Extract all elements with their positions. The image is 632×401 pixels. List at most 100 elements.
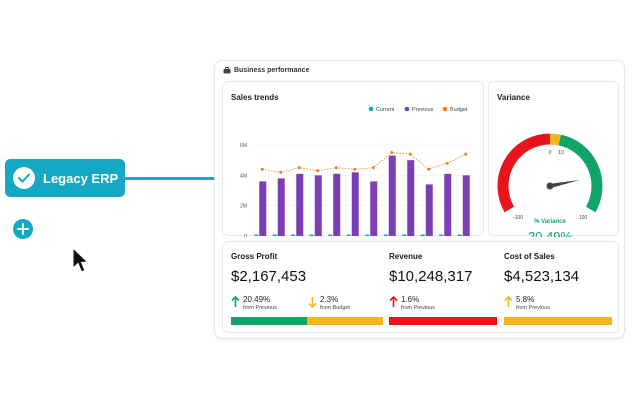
bar-previous — [407, 160, 415, 236]
gross-profit-delta1-sub: from Previous — [243, 305, 277, 311]
budget-point — [353, 167, 357, 171]
y-tick-label: 4M — [240, 173, 247, 179]
bar-current — [420, 234, 425, 236]
mouse-cursor-icon — [72, 247, 89, 273]
gauge-min-label: -100 — [513, 215, 523, 221]
sales-trends-card: Sales trends Current Previous Budget 0 2M 4M 6… — [222, 81, 484, 237]
gross-profit-delta2-sub: from Budget — [320, 305, 350, 311]
gross-profit-delta-budget: 2.3% from Budget — [308, 296, 350, 312]
gross-profit-delta1: 20.49% — [243, 295, 271, 304]
cost-of-sales-delta1: 5.8% — [516, 295, 535, 304]
gross-profit-bar-yellow — [307, 317, 383, 325]
cost-of-sales-delta1-sub: from Previous — [516, 305, 550, 311]
bar-previous — [333, 173, 341, 236]
gauge-needle — [549, 180, 580, 189]
revenue-value: $10,248,317 — [389, 268, 473, 285]
budget-point — [260, 167, 264, 171]
gross-profit-delta2: 2.3% — [320, 295, 339, 304]
bar-previous — [462, 175, 470, 236]
y-tick-label: 0 — [244, 234, 247, 237]
legend-marker-previous — [404, 106, 410, 112]
bar-current — [365, 234, 370, 236]
legend-label-budget: Budget — [450, 107, 468, 113]
legend-label-current: Current — [376, 107, 395, 113]
gauge-ten-label: 10 — [558, 150, 564, 156]
bar-previous — [370, 181, 378, 236]
bar-previous — [277, 178, 285, 236]
bar-previous — [296, 173, 304, 236]
sales-trends-chart: CurrentPreviousBudget02M4M6MJanFebMarApr… — [240, 106, 475, 237]
cost-of-sales-delta-previous: 5.8% from Previous — [504, 296, 550, 312]
bar-previous — [388, 155, 396, 236]
variance-card: Variance -100 0 10 100 % Variance 20.49% — [488, 81, 619, 237]
bar-current — [346, 234, 351, 236]
legend-marker-budget — [442, 106, 448, 112]
bar-current — [402, 234, 407, 236]
panel-header: Business performance — [223, 67, 309, 74]
gauge-yellow-segment — [549, 133, 561, 146]
kpi-cost-of-sales: Cost of Sales $4,523,134 5.8% from Previo… — [504, 242, 612, 334]
bar-current — [328, 234, 333, 236]
bar-previous — [425, 184, 433, 236]
legacy-erp-node[interactable]: Legacy ERP — [5, 159, 125, 197]
bar-previous — [351, 172, 359, 236]
revenue-bar-red — [389, 317, 497, 325]
revenue-title: Revenue — [389, 252, 423, 261]
bar-previous — [259, 181, 267, 236]
gross-profit-title: Gross Profit — [231, 252, 278, 261]
kpi-card: Gross Profit $2,167,453 20.49% from Previ… — [222, 241, 619, 333]
arrow-up-icon — [504, 296, 513, 307]
arrow-down-icon — [308, 297, 317, 308]
variance-value: 20.49% — [528, 229, 573, 237]
gauge-max-label: 100 — [579, 215, 588, 221]
revenue-delta-previous: 1.6% from Previous — [389, 296, 435, 312]
business-performance-panel: Business performance Sales trends Curren… — [214, 60, 625, 339]
budget-point — [427, 167, 431, 171]
gross-profit-delta-previous: 20.49% from Previous — [231, 296, 277, 312]
bar-previous — [314, 175, 322, 236]
check-icon — [13, 167, 35, 189]
y-tick-label: 6M — [240, 143, 247, 149]
variance-title: Variance — [497, 93, 530, 102]
kpi-revenue: Revenue $10,248,317 1.6% from Previous — [389, 242, 497, 334]
gross-profit-value: $2,167,453 — [231, 268, 307, 285]
kpi-gross-profit: Gross Profit $2,167,453 20.49% from Previ… — [231, 242, 383, 334]
gauge-green-segment — [558, 134, 603, 213]
budget-point — [316, 169, 320, 173]
legacy-erp-label: Legacy ERP — [43, 170, 119, 186]
plus-icon — [17, 223, 29, 235]
gauge-hub — [546, 182, 554, 190]
budget-point — [445, 161, 449, 165]
budget-point — [390, 151, 394, 155]
bar-current — [383, 234, 388, 236]
bar-current — [457, 234, 462, 236]
budget-point — [408, 152, 412, 156]
bar-current — [291, 234, 296, 236]
add-node-button[interactable] — [13, 219, 33, 239]
cost-of-sales-bar-yellow — [504, 317, 612, 325]
legend-marker-current — [368, 106, 374, 112]
variance-label: % Variance — [534, 219, 566, 225]
revenue-bar — [389, 317, 497, 325]
briefcase-icon — [223, 67, 231, 74]
cost-of-sales-value: $4,523,134 — [504, 268, 580, 285]
revenue-delta1: 1.6% — [401, 295, 420, 304]
budget-point — [334, 166, 338, 170]
bar-previous — [444, 173, 452, 236]
connector-line — [124, 177, 215, 180]
budget-point — [464, 152, 468, 156]
gross-profit-bar — [231, 317, 383, 325]
legend-label-previous: Previous — [412, 107, 434, 113]
y-tick-label: 2M — [240, 204, 247, 210]
gauge-red-segment — [497, 133, 551, 213]
bar-current — [272, 234, 277, 236]
bar-current — [439, 234, 444, 236]
bar-current — [309, 234, 314, 236]
gross-profit-bar-green — [231, 317, 307, 325]
budget-point — [279, 170, 283, 174]
arrow-up-icon — [231, 296, 240, 307]
variance-gauge: -100 0 10 100 % Variance 20.49% — [497, 133, 603, 237]
budget-point — [371, 166, 375, 170]
revenue-delta1-sub: from Previous — [401, 305, 435, 311]
sales-trends-title: Sales trends — [231, 93, 279, 102]
